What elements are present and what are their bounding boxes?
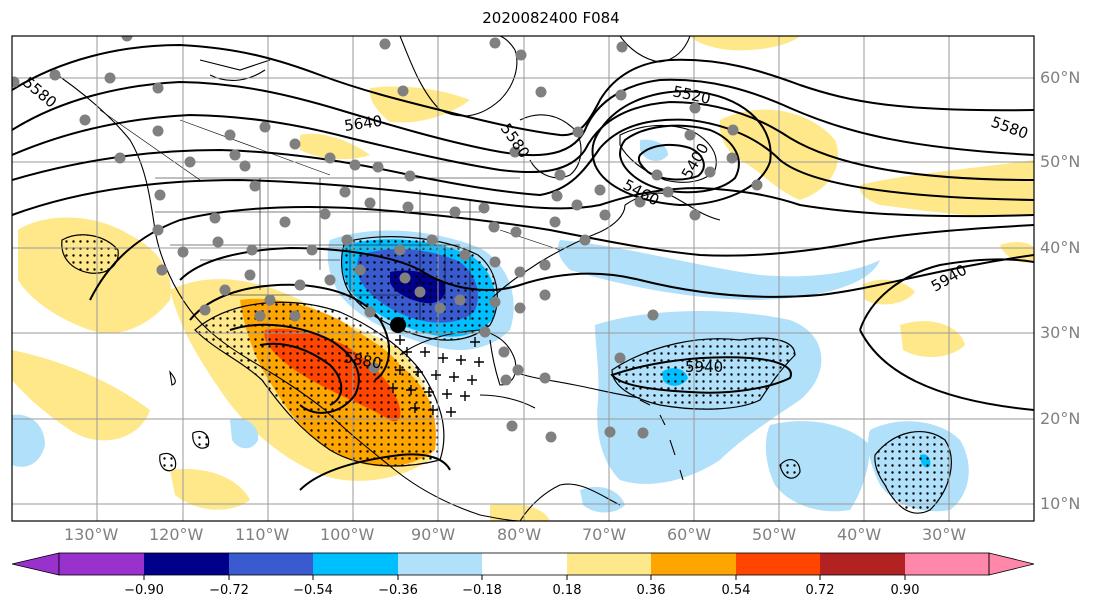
lat-label: 20°N (1040, 409, 1081, 428)
lon-label: 70°W (582, 525, 627, 544)
colorbar-tick-label: 0.54 (721, 583, 751, 598)
colorbar-tick-label: −0.90 (124, 583, 164, 598)
colorbar-tick-label: −0.36 (378, 583, 418, 598)
significance-stippling (61, 234, 952, 514)
lat-label: 50°N (1040, 152, 1081, 171)
storm-center-marker (390, 317, 406, 333)
significance-crosses (388, 335, 484, 417)
lat-label: 10°N (1040, 494, 1081, 513)
political-borders (99, 109, 561, 320)
lon-label: 30°W (922, 525, 967, 544)
colorbar-low-extend (11, 552, 60, 576)
colorbar-tick-label: 0.36 (636, 583, 666, 598)
graticule (12, 36, 1034, 521)
map-title: 2020082400 F084 (482, 9, 620, 27)
colorbar-tick-label: 0.72 (805, 583, 835, 598)
lon-label: 130°W (64, 525, 119, 544)
colorbar-tick-label: −0.54 (293, 583, 333, 598)
observation-stations (12, 36, 763, 443)
lon-label: 120°W (149, 525, 204, 544)
lon-label: 90°W (411, 525, 456, 544)
plot-frame (11, 35, 1035, 522)
lat-label: 30°N (1040, 323, 1081, 342)
contour-label: 5640 (343, 112, 383, 135)
colorbar-high-extend (988, 552, 1035, 576)
colorbar-tick-label: −0.18 (462, 583, 502, 598)
colorbar-tick-label: 0.18 (552, 583, 582, 598)
lon-label: 100°W (320, 525, 375, 544)
lon-label: 110°W (235, 525, 290, 544)
colorbar-tick-label: −0.72 (209, 583, 249, 598)
colorbar (11, 552, 1035, 580)
lon-label: 60°W (667, 525, 712, 544)
lon-label: 40°W (837, 525, 882, 544)
lon-label: 50°W (752, 525, 797, 544)
colorbar-tick-label: 0.90 (890, 583, 920, 598)
lat-label: 60°N (1040, 68, 1081, 87)
lon-label: 80°W (497, 525, 542, 544)
lat-label: 40°N (1040, 238, 1081, 257)
contour-label: 5940 (685, 358, 723, 376)
